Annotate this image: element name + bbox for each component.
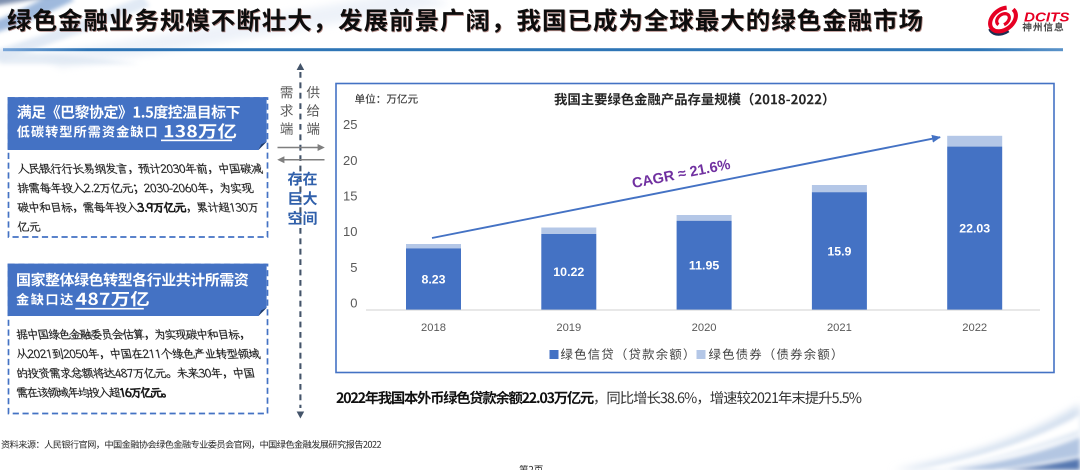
svg-text:15.9: 15.9	[827, 244, 851, 258]
svg-text:0: 0	[350, 295, 357, 310]
svg-text:22.03: 22.03	[959, 222, 990, 236]
svg-text:2019: 2019	[556, 322, 581, 334]
svg-text:2020: 2020	[692, 322, 717, 334]
svg-text:2021: 2021	[827, 322, 852, 334]
svg-text:10: 10	[343, 224, 357, 239]
svg-text:15: 15	[343, 189, 357, 204]
svg-text:10.22: 10.22	[553, 265, 584, 279]
svg-text:2018: 2018	[421, 322, 446, 334]
svg-text:5: 5	[350, 260, 357, 275]
svg-text:2022: 2022	[962, 322, 987, 334]
svg-text:11.95: 11.95	[689, 259, 719, 273]
svg-text:20: 20	[343, 153, 357, 168]
svg-text:8.23: 8.23	[421, 272, 445, 286]
svg-text:25: 25	[343, 117, 357, 132]
svg-text:DCITS: DCITS	[1024, 11, 1070, 25]
